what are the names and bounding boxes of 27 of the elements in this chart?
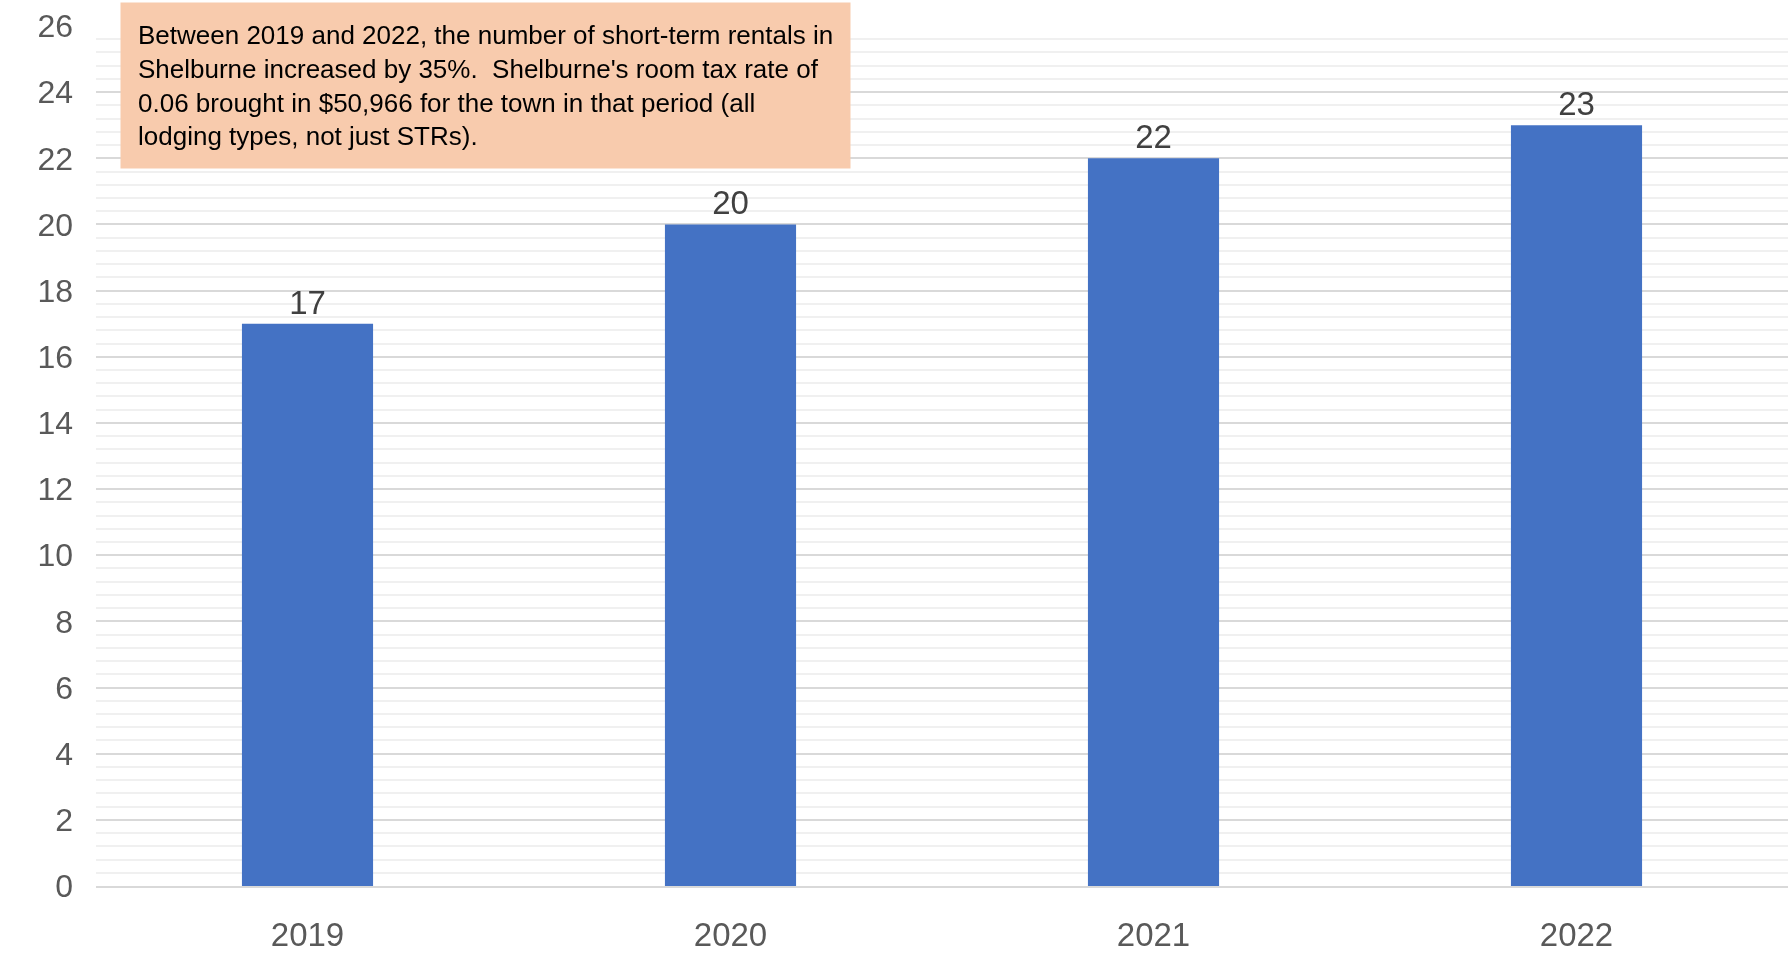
y-tick-label: 0 [55, 868, 73, 905]
y-tick-label: 4 [55, 735, 73, 772]
y-tick-label: 12 [37, 471, 73, 508]
y-tick-label: 16 [37, 338, 73, 375]
data-label: 23 [1558, 85, 1595, 123]
annotation: Between 2019 and 2022, the number of short-term rentals in Shelburne increased by 35%. Shelburne's room tax rate of 0.06 brought in $50,966 for the town in that period (all lodging types, not just STRs). [138, 20, 834, 152]
y-tick-label: 20 [37, 206, 73, 243]
data-label: 17 [289, 283, 326, 321]
x-tick-label: 2019 [270, 915, 345, 953]
x-tick-label: 2020 [693, 915, 768, 953]
y-tick-label: 22 [37, 140, 73, 177]
bar [241, 323, 374, 886]
x-tick-label: 2022 [1539, 915, 1614, 953]
data-label: 22 [1135, 118, 1172, 156]
y-tick-label: 24 [37, 74, 73, 111]
y-tick-label: 6 [55, 669, 73, 706]
bar [1087, 158, 1220, 886]
y-tick-label: 10 [37, 537, 73, 574]
bar [664, 224, 797, 886]
y-tick-label: 26 [37, 8, 73, 45]
bar [1510, 125, 1643, 886]
y-tick-label: 18 [37, 272, 73, 309]
y-tick-label: 14 [37, 405, 73, 442]
y-tick-label: 8 [55, 603, 73, 640]
x-tick-label: 2021 [1116, 915, 1191, 953]
data-label: 20 [712, 184, 749, 222]
y-tick-label: 2 [55, 802, 73, 839]
